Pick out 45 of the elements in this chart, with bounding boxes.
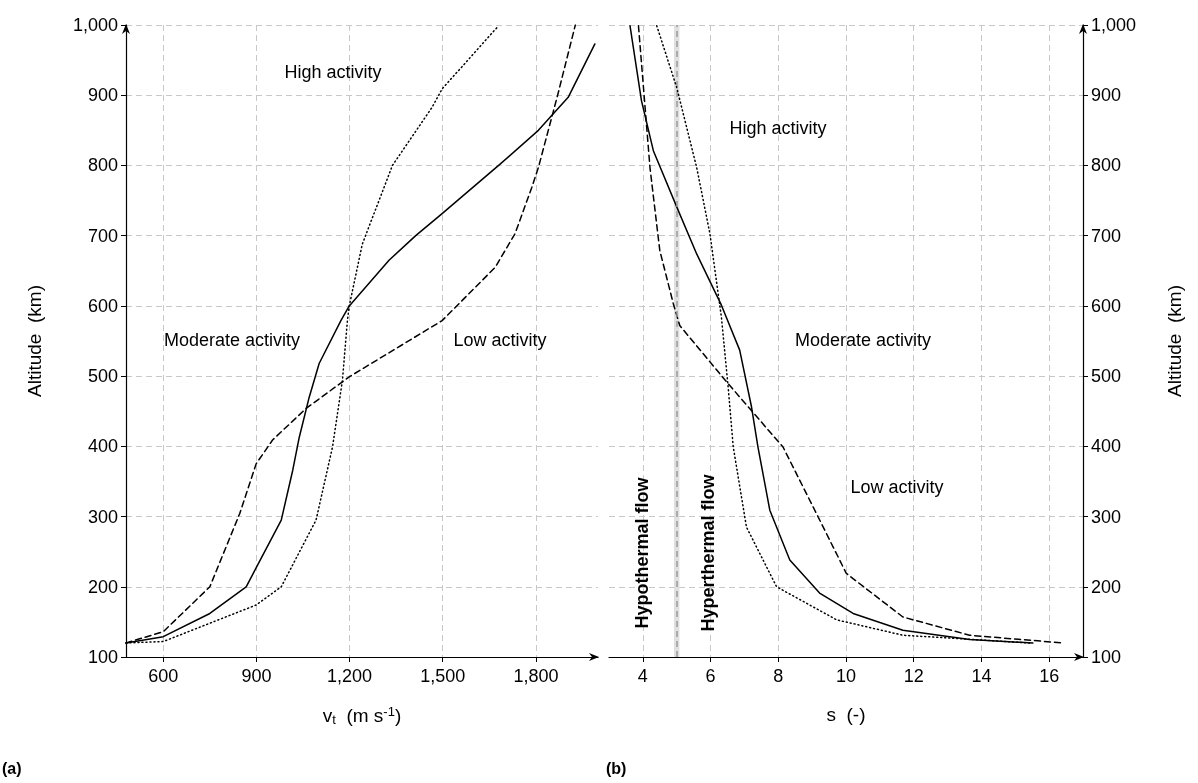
y-axis-title: Altitude (km) [24, 285, 45, 397]
y-tick-label: 500 [87, 366, 118, 387]
x-tick-label: 6 [705, 666, 716, 686]
text: (a) [2, 759, 22, 777]
y-tick-label: 100 [1091, 647, 1122, 667]
y-tick-label: 300 [87, 506, 118, 527]
y-tick-label: 400 [1091, 436, 1122, 457]
y-tick-label: 400 [87, 436, 118, 457]
x-tick-label: 600 [148, 666, 179, 686]
annotation: Hyperthermal flow [698, 473, 718, 632]
y-tick-label: 300 [1091, 506, 1122, 527]
y-tick-label: 700 [87, 225, 118, 246]
y-tick-label: 700 [1091, 225, 1122, 246]
x-tick-label: 14 [971, 666, 992, 686]
y-axis-title: Altitude (km) [1164, 285, 1185, 397]
y-tick-label: 800 [1091, 155, 1122, 176]
annotation: Low activity [850, 477, 944, 497]
annotation: High activity [284, 62, 382, 82]
text: (b) [606, 759, 627, 777]
y-tick-label: 200 [87, 576, 118, 597]
y-tick-label: 900 [1091, 85, 1122, 106]
x-tick-label: 900 [241, 666, 272, 686]
x-tick-label: 1,200 [327, 666, 373, 686]
y-tick-label: 800 [87, 155, 118, 176]
annotation: High activity [729, 118, 827, 138]
x-tick-label: 1,500 [420, 666, 466, 686]
annotation: Hypothermal flow [632, 476, 652, 629]
y-tick-label: 600 [1091, 295, 1122, 316]
y-tick-label: 900 [87, 85, 118, 106]
x-axis-title: s (-) [826, 704, 866, 725]
y-tick-label: 600 [87, 295, 118, 316]
x-tick-label: 4 [637, 666, 648, 686]
x-tick-label: 10 [835, 666, 857, 686]
y-tick-label: 100 [87, 647, 118, 667]
y-tick-label: 200 [1091, 576, 1122, 597]
annotation: Moderate activity [794, 330, 932, 350]
x-tick-label: 12 [903, 666, 924, 686]
x-tick-label: 1,800 [513, 666, 559, 686]
y-tick-label: 500 [1091, 366, 1122, 387]
annotation: Low activity [453, 330, 547, 350]
x-tick-label: 16 [1039, 666, 1060, 686]
annotation: Moderate activity [163, 330, 301, 350]
y-tick-label: 1,000 [1091, 15, 1137, 35]
x-tick-label: 8 [773, 666, 784, 686]
y-tick-label: 1,000 [72, 15, 118, 35]
